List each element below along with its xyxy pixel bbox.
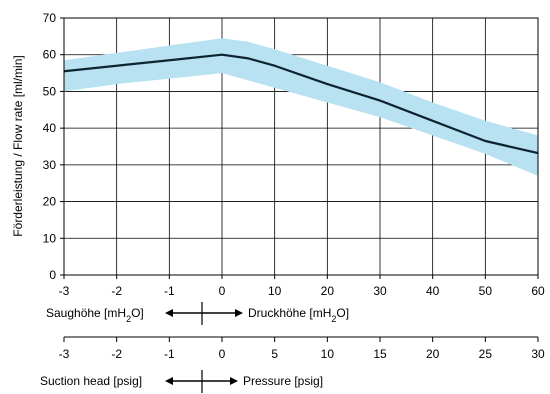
x-tick-label-psig: -2 bbox=[111, 347, 122, 361]
x-tick-label-mh2o: 40 bbox=[426, 284, 440, 298]
y-tick-label: 70 bbox=[43, 11, 57, 25]
x-tick-label-mh2o: 0 bbox=[219, 284, 226, 298]
x-tick-label-psig: 5 bbox=[271, 347, 278, 361]
flow-line-path bbox=[63, 53, 539, 155]
y-tick-label: 10 bbox=[43, 231, 57, 245]
x-tick-label-psig: -3 bbox=[59, 347, 70, 361]
double-arrow-mh2o bbox=[165, 302, 243, 325]
x-tick-label-psig: 30 bbox=[531, 347, 545, 361]
x-tick-label-mh2o: 30 bbox=[373, 284, 387, 298]
suction-head-psig-label: Suction head [psig] bbox=[40, 374, 142, 388]
x-tick-label-mh2o: 50 bbox=[479, 284, 493, 298]
x-tick-label-psig: -1 bbox=[164, 347, 175, 361]
x-tick-label-mh2o: -3 bbox=[59, 284, 70, 298]
y-tick-label: 30 bbox=[43, 158, 57, 172]
x-tick-label-psig: 20 bbox=[426, 347, 440, 361]
suction-head-mh2o-label: Saughöhe [mH2O] bbox=[46, 306, 144, 324]
x-axis-psig: -3 -2 -1 0 5 10 15 20 25 30 bbox=[59, 336, 545, 361]
tolerance-band-area bbox=[64, 38, 538, 176]
y-tick-label: 20 bbox=[43, 195, 57, 209]
y-tick-label: 40 bbox=[43, 121, 57, 135]
x-tick-label-psig: 0 bbox=[219, 347, 226, 361]
pressure-head-mh2o-label: Druckhöhe [mH2O] bbox=[248, 306, 349, 324]
x-tick-label-mh2o: -2 bbox=[111, 284, 122, 298]
plot-frame bbox=[63, 17, 539, 276]
tolerance-band bbox=[64, 38, 538, 176]
flow-line bbox=[63, 53, 539, 155]
pressure-psig-label: Pressure [psig] bbox=[243, 374, 323, 388]
y-axis-label: Förderleistung / Flow rate [ml/min] bbox=[11, 55, 25, 236]
x-tick-label-mh2o: 10 bbox=[268, 284, 282, 298]
y-tick-label: 0 bbox=[49, 268, 56, 282]
x-tick-label-mh2o: 60 bbox=[531, 284, 545, 298]
x-axis-ticks-mh2o: -3 -2 -1 0 10 20 30 40 50 60 bbox=[59, 275, 545, 298]
y-tick-label: 50 bbox=[43, 84, 57, 98]
x-tick-label-psig: 10 bbox=[321, 347, 335, 361]
x-tick-label-psig: 25 bbox=[479, 347, 493, 361]
y-tick-label: 60 bbox=[43, 48, 57, 62]
y-axis-ticks: 0 10 20 30 40 50 60 70 bbox=[43, 11, 64, 282]
plot-border bbox=[63, 17, 539, 276]
double-arrow-psig bbox=[165, 370, 238, 393]
x-tick-label-mh2o: -1 bbox=[164, 284, 175, 298]
x-tick-label-psig: 15 bbox=[373, 347, 387, 361]
x-tick-label-mh2o: 20 bbox=[321, 284, 335, 298]
